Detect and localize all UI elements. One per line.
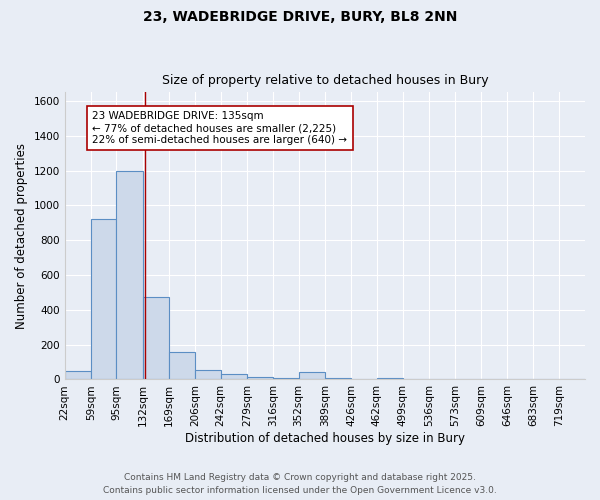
- Y-axis label: Number of detached properties: Number of detached properties: [15, 143, 28, 329]
- Text: Contains HM Land Registry data © Crown copyright and database right 2025.
Contai: Contains HM Land Registry data © Crown c…: [103, 474, 497, 495]
- Bar: [169, 352, 195, 380]
- Text: 23, WADEBRIDGE DRIVE, BURY, BL8 2NN: 23, WADEBRIDGE DRIVE, BURY, BL8 2NN: [143, 10, 457, 24]
- Bar: [143, 297, 169, 380]
- Bar: [195, 370, 221, 380]
- Bar: [65, 371, 91, 380]
- Bar: [273, 378, 299, 380]
- Bar: [116, 170, 143, 380]
- Text: 23 WADEBRIDGE DRIVE: 135sqm
← 77% of detached houses are smaller (2,225)
22% of : 23 WADEBRIDGE DRIVE: 135sqm ← 77% of det…: [92, 112, 347, 144]
- X-axis label: Distribution of detached houses by size in Bury: Distribution of detached houses by size …: [185, 432, 465, 445]
- Bar: [377, 378, 403, 380]
- Bar: [221, 374, 247, 380]
- Bar: [91, 220, 116, 380]
- Bar: [325, 378, 351, 380]
- Bar: [299, 372, 325, 380]
- Bar: [247, 377, 273, 380]
- Title: Size of property relative to detached houses in Bury: Size of property relative to detached ho…: [161, 74, 488, 87]
